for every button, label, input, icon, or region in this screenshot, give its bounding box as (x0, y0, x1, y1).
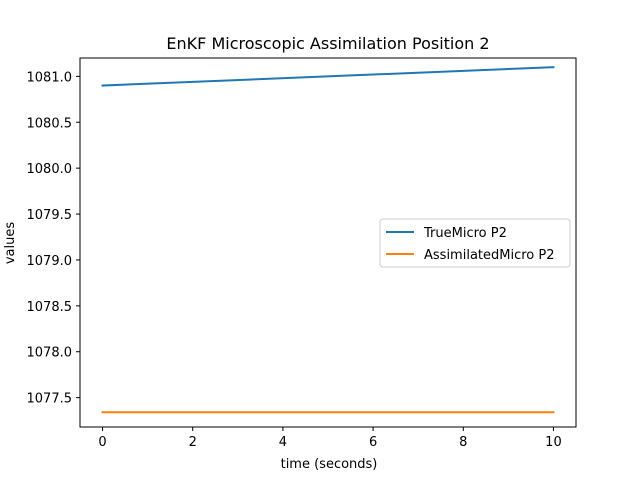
legend-frame (379, 218, 571, 268)
x-tick-label: 0 (98, 435, 106, 450)
y-tick-label: 1078.0 (27, 346, 73, 361)
plot-area (79, 57, 577, 428)
y-axis-ticks: 1077.5 1078.0 1078.5 1079.0 1079.5 1080.0 1080… (27, 70, 80, 407)
y-tick-label: 1079.5 (27, 208, 73, 223)
x-tick-label: 10 (545, 435, 562, 450)
legend-entry-2: AssimilatedMicro P2 (424, 248, 554, 263)
x-tick-label: 2 (189, 435, 197, 450)
x-tick-label: 6 (369, 435, 377, 450)
x-tick-label: 4 (279, 435, 287, 450)
y-axis-label: values (3, 222, 18, 265)
chart-title: EnKF Microscopic Assimilation Position 2 (166, 34, 489, 53)
y-tick-label: 1079.0 (27, 254, 73, 269)
legend: TrueMicro P2 AssimilatedMicro P2 (379, 218, 571, 268)
y-tick-label: 1081.0 (27, 70, 73, 85)
x-tick-label: 8 (459, 435, 467, 450)
x-axis-ticks: 0 2 4 6 8 10 (98, 427, 562, 450)
y-tick-label: 1080.5 (27, 116, 73, 131)
y-tick-label: 1077.5 (27, 392, 73, 407)
plot-frame (79, 57, 577, 428)
y-tick-label: 1080.0 (27, 162, 73, 177)
legend-entry-1: TrueMicro P2 (423, 226, 507, 241)
x-axis-label: time (seconds) (281, 457, 378, 472)
y-tick-label: 1078.5 (27, 300, 73, 315)
series-line-1 (101, 66, 555, 87)
